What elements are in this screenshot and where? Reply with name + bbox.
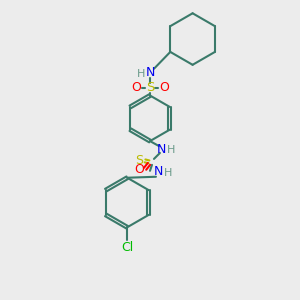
Text: N: N (145, 66, 155, 79)
Text: O: O (159, 81, 169, 94)
Text: N: N (154, 165, 164, 178)
Text: N: N (157, 142, 167, 155)
Text: O: O (134, 163, 144, 176)
Text: S: S (146, 81, 154, 94)
Text: H: H (164, 168, 172, 178)
Text: S: S (135, 154, 143, 167)
Text: H: H (167, 145, 175, 155)
Text: O: O (131, 81, 141, 94)
Text: Cl: Cl (121, 241, 133, 254)
Text: H: H (137, 69, 145, 79)
